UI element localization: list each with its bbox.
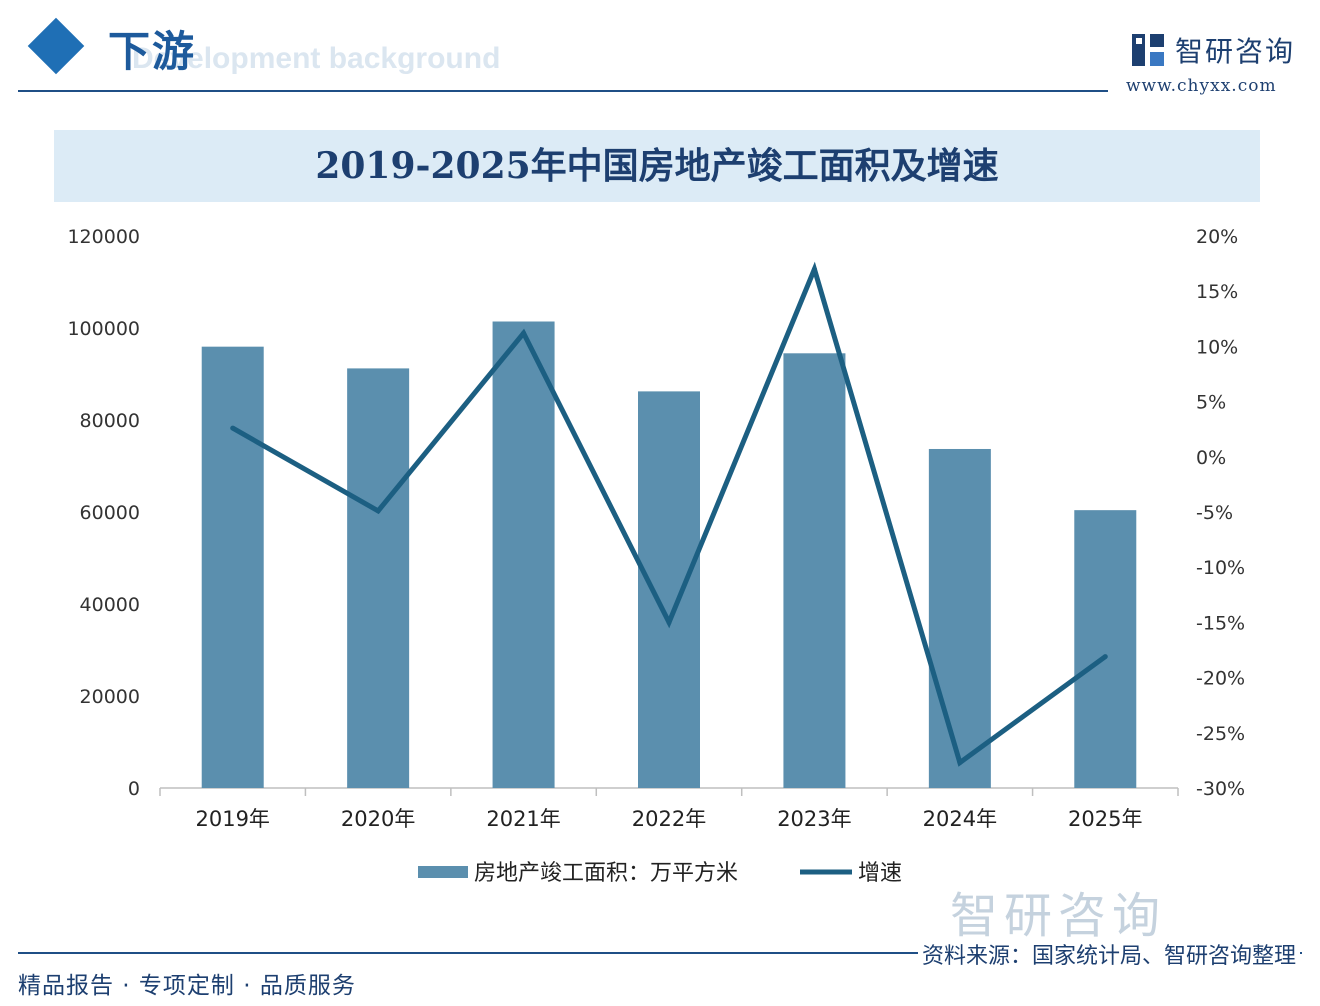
growth-point — [811, 266, 817, 272]
x-axis-tick-label: 2021年 — [486, 807, 560, 831]
brand-watermark: 智研咨询 — [950, 888, 1167, 944]
bar — [201, 346, 264, 788]
legend-label-line: 增速 — [858, 861, 902, 886]
x-axis-tick-label: 2020年 — [341, 807, 415, 831]
left-axis-tick-label: 100000 — [67, 318, 140, 340]
x-axis-tick-label: 2024年 — [923, 807, 997, 831]
chart-title-band: 2019-2025年中国房地产竣工面积及增速 — [54, 130, 1260, 202]
header-divider — [18, 90, 1108, 92]
footer-tagline: 精品报告 · 专项定制 · 品质服务 — [18, 973, 356, 999]
left-axis-tick-label: 0 — [128, 778, 140, 800]
right-axis-tick-label: -5% — [1196, 502, 1233, 524]
left-axis-tick-label: 120000 — [67, 226, 140, 248]
left-axis-tick-label: 80000 — [80, 410, 140, 432]
growth-point — [521, 330, 527, 336]
brand-url: www.chyxx.com — [1126, 76, 1277, 96]
right-axis-tick-label: 10% — [1196, 336, 1238, 358]
right-axis-tick-label: 15% — [1196, 281, 1238, 303]
brand-name: 智研咨询 — [1175, 35, 1296, 68]
right-axis-tick-label: 20% — [1196, 226, 1238, 248]
x-axis-tick-label: 2023年 — [777, 807, 851, 831]
right-axis-tick-label: -25% — [1196, 723, 1245, 745]
right-axis-tick-label: -20% — [1196, 668, 1245, 690]
x-axis-tick-label: 2025年 — [1068, 807, 1142, 831]
bar — [638, 391, 700, 788]
growth-point — [375, 508, 381, 514]
growth-point — [230, 425, 236, 431]
growth-point — [1102, 654, 1108, 660]
right-axis-tick-label: 0% — [1196, 447, 1226, 469]
bar — [1074, 510, 1137, 788]
combo-chart: 0 20000 40000 60000 80000 100000 120000 -30% -25… — [67, 226, 1245, 886]
page-header: Development background 下游 智研咨询 www.chyxx… — [0, 0, 1320, 100]
right-axis-tick-label: -30% — [1196, 778, 1245, 800]
bar — [492, 321, 555, 788]
left-axis-tick-label: 20000 — [80, 686, 140, 708]
bar — [347, 368, 410, 788]
x-axis-tick-label: 2022年 — [632, 807, 706, 831]
right-axis-tick-label: 5% — [1196, 392, 1226, 414]
section-title: 下游 — [108, 27, 197, 76]
growth-point — [957, 760, 963, 766]
left-axis-tick-label: 60000 — [80, 502, 140, 524]
left-axis-tick-label: 40000 — [80, 594, 140, 616]
right-axis-tick-label: -10% — [1196, 557, 1245, 579]
growth-point — [666, 619, 672, 625]
chart-title: 2019-2025年中国房地产竣工面积及增速 — [315, 145, 999, 187]
legend-swatch-bar — [418, 866, 468, 878]
x-axis-tick-label: 2019年 — [195, 807, 269, 831]
source-note: 资料来源：国家统计局、智研咨询整理 — [917, 938, 1300, 970]
right-axis-tick-label: -15% — [1196, 612, 1245, 634]
footer-divider — [18, 952, 1302, 954]
bar — [783, 353, 846, 788]
bar — [928, 448, 991, 788]
brand-logo-icon — [1132, 34, 1164, 66]
legend-label-bar: 房地产竣工面积：万平方米 — [474, 861, 738, 886]
